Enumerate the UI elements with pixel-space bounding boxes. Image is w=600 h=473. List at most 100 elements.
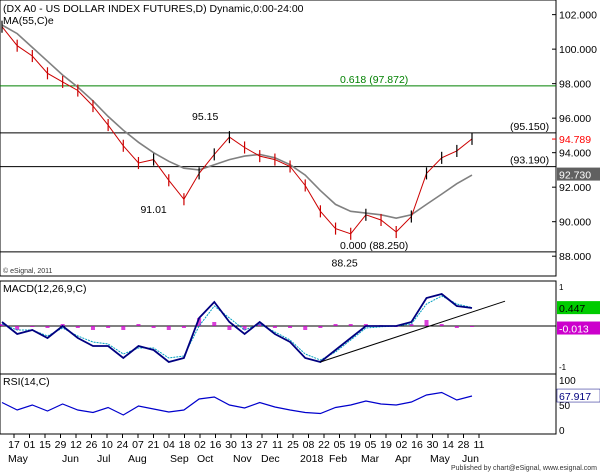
- x-day-label: 18: [179, 439, 191, 451]
- x-day-label: 02: [396, 439, 408, 451]
- price-line: [1, 26, 473, 235]
- macd-histogram-bar: [121, 326, 126, 330]
- x-day-label: 25: [287, 439, 299, 451]
- level-label: (93.190): [510, 155, 549, 167]
- x-month-label: May: [430, 453, 451, 465]
- level-label: 0.618 (97.872): [340, 74, 408, 86]
- x-day-label: 22: [318, 439, 330, 451]
- macd-title: MACD(12,26,9,C): [3, 283, 86, 295]
- x-day-label: 08: [303, 439, 315, 451]
- macd-histogram-bar: [288, 326, 293, 328]
- x-day-label: 19: [349, 439, 361, 451]
- rsi-y-tick-label: 100: [559, 376, 576, 387]
- macd-line: [1, 293, 473, 363]
- macd-histogram-bar: [424, 320, 429, 326]
- x-day-label: 27: [256, 439, 268, 451]
- x-day-label: 30: [225, 439, 237, 451]
- rsi-last-box: [556, 388, 600, 403]
- x-month-label: Apr: [395, 453, 412, 465]
- rsi-title: RSI(14,C): [3, 376, 50, 388]
- macd-histogram-bar: [106, 326, 111, 328]
- x-day-label: 12: [70, 439, 82, 451]
- x-month-label: Mar: [361, 453, 380, 465]
- ma-label: MA(55,C)e: [3, 15, 54, 27]
- macd-histogram-bar: [181, 326, 186, 328]
- macd-histogram-bar: [75, 326, 80, 328]
- x-day-label: 05: [334, 439, 346, 451]
- macd-histogram-bar: [227, 326, 232, 330]
- x-day-label: 16: [210, 439, 222, 451]
- x-day-label: 16: [411, 439, 423, 451]
- ma-line: [1, 24, 473, 220]
- macd-histogram-bar: [257, 324, 262, 326]
- x-month-label: Aug: [128, 453, 147, 465]
- x-day-label: 30: [427, 439, 439, 451]
- macd-histogram-bar: [363, 324, 368, 326]
- price-y-tick-label: 100.000: [559, 44, 597, 56]
- x-month-label: Sep: [170, 453, 189, 465]
- macd-histogram-bar: [318, 326, 323, 328]
- x-day-label: 11: [474, 439, 485, 451]
- price-y-tick-label: 92.000: [559, 182, 591, 194]
- macd-histogram-bar: [15, 326, 20, 330]
- price-y-tick-label: 88.000: [559, 251, 591, 263]
- level-label: (95.150): [510, 121, 549, 133]
- x-day-label: 10: [101, 439, 113, 451]
- macd-histogram-bar: [409, 324, 414, 326]
- last-price-label: 94.789: [559, 134, 591, 146]
- rsi-last-label: 67.917: [559, 391, 591, 403]
- macd-histogram-bar: [454, 326, 459, 328]
- rsi-y-tick-label: 50: [559, 401, 571, 412]
- price-title: (DX A0 - US DOLLAR INDEX FUTURES,D) Dyna…: [3, 3, 304, 15]
- rsi-line: [1, 391, 473, 416]
- x-day-label: 17: [8, 439, 20, 451]
- x-day-label: 28: [458, 439, 470, 451]
- macd-histogram-bar: [30, 326, 35, 327]
- x-day-label: 26: [86, 439, 98, 451]
- rsi-y-tick-label: 0: [559, 426, 565, 437]
- x-day-label: 13: [241, 439, 253, 451]
- x-day-label: 04: [163, 439, 175, 451]
- price-annotation: 91.01: [140, 204, 166, 216]
- last-price-box: [557, 132, 600, 146]
- macd-histogram-bar: [166, 326, 171, 330]
- x-day-label: 21: [148, 439, 160, 451]
- x-day-label: 29: [55, 439, 67, 451]
- macd-last-box: [557, 301, 600, 315]
- rsi-panel: [0, 373, 557, 435]
- x-month-label: Oct: [197, 453, 213, 465]
- hist-last-label: -0.013: [559, 324, 589, 336]
- x-day-label: 11: [272, 439, 283, 451]
- macd-histogram-bar: [45, 326, 50, 328]
- x-day-label: 19: [380, 439, 392, 451]
- x-month-label: Feb: [329, 453, 347, 465]
- level-label: 0.000 (88.250): [340, 240, 408, 252]
- macd-y-tick-label: -1: [559, 363, 567, 372]
- macd-histogram-bar: [242, 326, 247, 330]
- x-month-label: May: [8, 453, 29, 465]
- price-annotation: 88.25: [332, 258, 358, 270]
- x-day-label: 01: [24, 439, 36, 451]
- x-month-label: Jun: [462, 453, 479, 465]
- macd-histogram-bar: [303, 326, 308, 330]
- x-day-label: 15: [39, 439, 51, 451]
- price-y-tick-label: 94.000: [559, 148, 591, 160]
- x-day-label: 07: [132, 439, 144, 451]
- hist-last-box: [557, 321, 600, 335]
- price-panel: [0, 0, 557, 277]
- macd-histogram-bar: [348, 324, 353, 326]
- x-month-label: Jul: [97, 453, 110, 465]
- macd-histogram-bar: [470, 326, 474, 327]
- price-y-tick-label: 98.000: [559, 79, 591, 91]
- macd-histogram-bar: [197, 318, 202, 326]
- x-day-label: 05: [365, 439, 377, 451]
- copyright: © eSignal, 2011: [3, 267, 53, 275]
- macd-histogram-bar: [439, 324, 444, 326]
- macd-histogram-bar: [90, 326, 95, 330]
- price-y-tick-label: 90.000: [559, 217, 591, 229]
- x-month-label: Jun: [62, 453, 79, 465]
- ma-last-label: 92.730: [559, 170, 591, 182]
- x-month-label: 2018: [300, 453, 324, 465]
- macd-histogram-bar: [333, 324, 338, 326]
